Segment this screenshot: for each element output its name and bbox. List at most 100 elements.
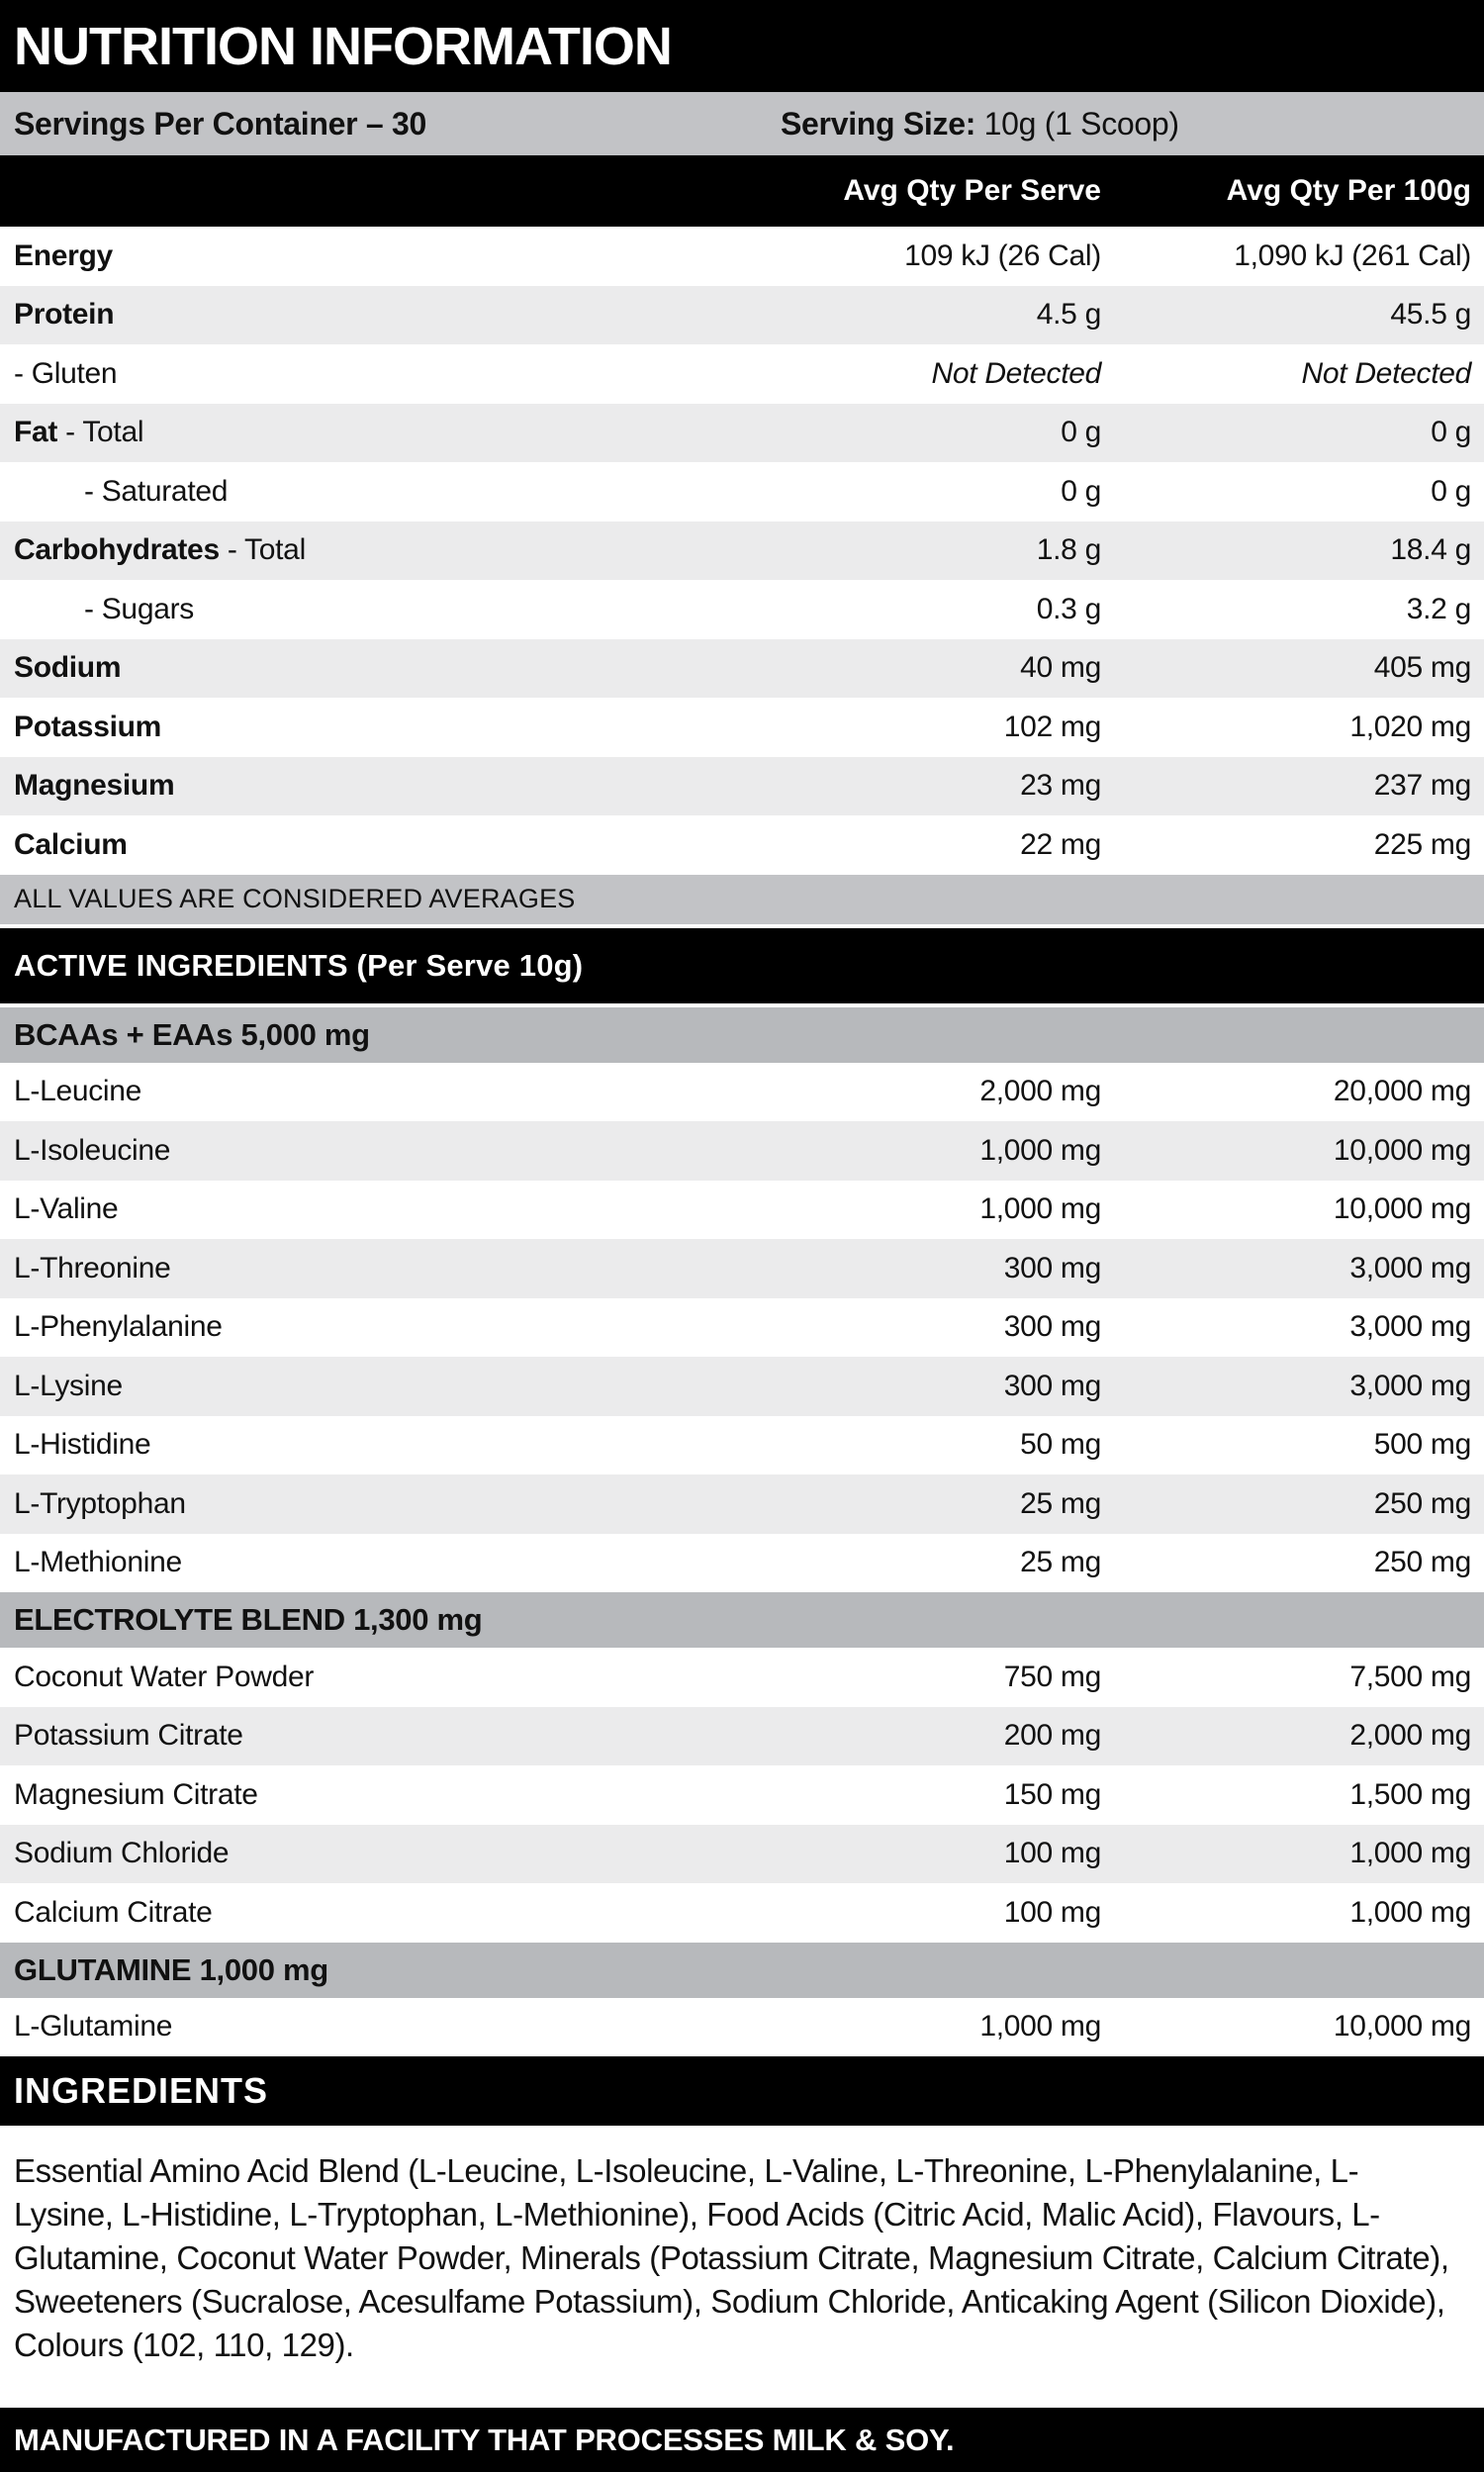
row-label: Carbohydrates - Total [14, 533, 306, 567]
value-per-serve: 200 mg [1003, 1719, 1102, 1753]
table-row: Coconut Water Powder 750 mg 7,500 mg [0, 1648, 1484, 1707]
row-label: L-Leucine [14, 1075, 142, 1108]
table-row: L-Glutamine 1,000 mg 10,000 mg [0, 1998, 1484, 2057]
row-label: Coconut Water Powder [14, 1660, 315, 1693]
value-per-100g: 18.4 g [1390, 533, 1471, 567]
table-row: L-Valine 1,000 mg 10,000 mg [0, 1181, 1484, 1240]
row-label: Calcium Citrate [14, 1895, 213, 1929]
ingredients-header: INGREDIENTS [14, 2070, 269, 2111]
row-label: Sodium [14, 651, 122, 685]
value-per-100g: 2,000 mg [1349, 1719, 1471, 1753]
ingredients-section: Essential Amino Acid Blend (L-Leucine, L… [0, 2126, 1484, 2408]
value-per-100g: 1,020 mg [1349, 710, 1471, 743]
value-per-serve: 0 g [1061, 474, 1101, 508]
value-per-serve: 100 mg [1003, 1895, 1102, 1929]
value-per-100g: 10,000 mg [1333, 1133, 1471, 1167]
row-label: L-Threonine [14, 1251, 171, 1284]
table-row: - Gluten Not Detected Not Detected [0, 344, 1484, 404]
divider [0, 1002, 1484, 1007]
table-row: L-Threonine 300 mg 3,000 mg [0, 1239, 1484, 1298]
row-label: Magnesium Citrate [14, 1777, 258, 1811]
table-row: Fat - Total 0 g 0 g [0, 403, 1484, 462]
table-row: L-Tryptophan 25 mg 250 mg [0, 1474, 1484, 1534]
row-label: L-Glutamine [14, 2010, 173, 2044]
value-per-serve: 1,000 mg [979, 1133, 1101, 1167]
value-per-100g: 3.2 g [1406, 592, 1472, 625]
value-per-serve: 25 mg [1020, 1546, 1101, 1579]
value-per-100g: 250 mg [1373, 1486, 1472, 1520]
section-heading: BCAAs + EAAs 5,000 mg [0, 1006, 1484, 1063]
table-row: L-Phenylalanine 300 mg 3,000 mg [0, 1298, 1484, 1358]
table-row: Energy 109 kJ (26 Cal) 1,090 kJ (261 Cal) [0, 227, 1484, 286]
row-label: L-Isoleucine [14, 1133, 171, 1167]
value-per-serve: 25 mg [1020, 1486, 1101, 1520]
value-per-100g: 1,500 mg [1349, 1777, 1471, 1811]
value-per-100g: 0 g [1431, 416, 1471, 449]
row-label: - Saturated [84, 474, 229, 508]
allergen-footer-bar: MANUFACTURED IN A FACILITY THAT PROCESSE… [0, 2408, 1484, 2472]
active-ingredients-table: BCAAs + EAAs 5,000 mg L-Leucine 2,000 mg 20… [0, 1006, 1484, 2057]
table-row: Calcium 22 mg 225 mg [0, 815, 1484, 875]
serving-size: Serving Size: 10g (1 Scoop) [781, 106, 1179, 143]
table-row: L-Leucine 2,000 mg 20,000 mg [0, 1063, 1484, 1122]
table-row: Magnesium 23 mg 237 mg [0, 756, 1484, 815]
value-per-100g: 3,000 mg [1349, 1251, 1471, 1284]
row-label: L-Methionine [14, 1546, 182, 1579]
column-header-bar: Avg Qty Per Serve Avg Qty Per 100g [0, 155, 1484, 227]
row-label: L-Phenylalanine [14, 1310, 223, 1344]
value-per-100g: 10,000 mg [1333, 1192, 1471, 1226]
ingredients-text: Essential Amino Acid Blend (L-Leucine, L… [14, 2152, 1449, 2363]
value-per-serve: 1,000 mg [979, 2010, 1101, 2044]
section-heading: GLUTAMINE 1,000 mg [0, 1942, 1484, 1998]
row-label: Calcium [14, 827, 128, 861]
allergen-footer-text: MANUFACTURED IN A FACILITY THAT PROCESSE… [14, 2422, 955, 2457]
value-per-100g: 3,000 mg [1349, 1369, 1471, 1402]
value-per-100g: 10,000 mg [1333, 2010, 1471, 2044]
value-per-serve: 150 mg [1003, 1777, 1102, 1811]
row-label: - Gluten [14, 356, 118, 390]
value-per-100g: 20,000 mg [1333, 1075, 1471, 1108]
table-row: Magnesium Citrate 150 mg 1,500 mg [0, 1765, 1484, 1825]
row-label: Protein [14, 298, 115, 332]
page-title: NUTRITION INFORMATION [14, 16, 673, 76]
value-per-serve: 23 mg [1020, 769, 1101, 803]
averages-note-bar: ALL VALUES ARE CONSIDERED AVERAGES [0, 874, 1484, 924]
active-ingredients-header-bar: ACTIVE INGREDIENTS (Per Serve 10g) [0, 927, 1484, 1003]
value-per-100g: 1,000 mg [1349, 1895, 1471, 1929]
value-per-serve: 2,000 mg [979, 1075, 1101, 1108]
value-per-serve: 300 mg [1003, 1310, 1102, 1344]
row-label: - Sugars [84, 592, 194, 625]
row-label: L-Histidine [14, 1428, 151, 1462]
value-per-serve: 300 mg [1003, 1251, 1102, 1284]
row-label: Potassium Citrate [14, 1719, 243, 1753]
table-row: - Saturated 0 g 0 g [0, 462, 1484, 522]
servings-bar: Servings Per Container – 30 Serving Size… [0, 92, 1484, 155]
value-per-serve: 50 mg [1020, 1428, 1101, 1462]
value-per-serve: 22 mg [1020, 827, 1101, 861]
serving-size-label: Serving Size: [781, 105, 976, 142]
row-label: L-Lysine [14, 1369, 123, 1402]
table-row: Protein 4.5 g 45.5 g [0, 285, 1484, 344]
ingredients-header-bar: INGREDIENTS [0, 2056, 1484, 2126]
servings-per-container: Servings Per Container – 30 [14, 105, 426, 142]
value-per-serve: 0 g [1061, 416, 1101, 449]
value-per-100g: 500 mg [1373, 1428, 1472, 1462]
value-per-serve: 300 mg [1003, 1369, 1102, 1402]
value-per-serve: 102 mg [1003, 710, 1102, 743]
table-row: - Sugars 0.3 g 3.2 g [0, 580, 1484, 639]
value-per-100g: 0 g [1431, 474, 1471, 508]
value-per-serve: Not Detected [931, 356, 1102, 390]
table-row: Calcium Citrate 100 mg 1,000 mg [0, 1883, 1484, 1943]
value-per-100g: 237 mg [1373, 769, 1472, 803]
table-row: L-Lysine 300 mg 3,000 mg [0, 1357, 1484, 1416]
averages-note: ALL VALUES ARE CONSIDERED AVERAGES [14, 884, 576, 913]
table-row: L-Histidine 50 mg 500 mg [0, 1416, 1484, 1475]
value-per-serve: 109 kJ (26 Cal) [904, 238, 1101, 272]
row-label: Magnesium [14, 769, 175, 803]
table-row: L-Isoleucine 1,000 mg 10,000 mg [0, 1121, 1484, 1181]
title-bar: NUTRITION INFORMATION [0, 0, 1484, 92]
table-row: Potassium Citrate 200 mg 2,000 mg [0, 1706, 1484, 1765]
nutrition-table: Energy 109 kJ (26 Cal) 1,090 kJ (261 Cal) P… [0, 227, 1484, 875]
value-per-100g: 1,000 mg [1349, 1837, 1471, 1870]
row-label: Potassium [14, 710, 162, 743]
